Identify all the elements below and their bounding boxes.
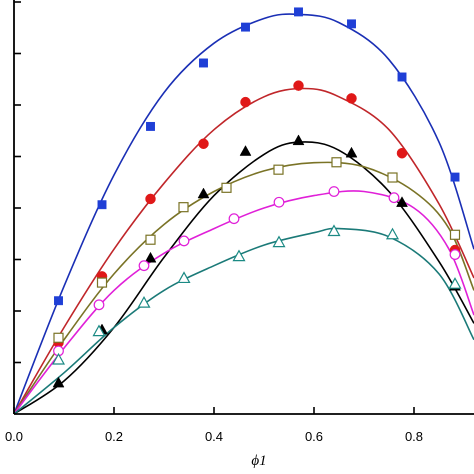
- data-point-series-3-1: [52, 376, 65, 388]
- fit-curve-2: [13, 87, 474, 415]
- data-point-series-2-4: [198, 138, 209, 149]
- data-point-series-6-7: [327, 224, 341, 237]
- data-point-series-6-9: [448, 277, 462, 289]
- fit-curve-1: [13, 13, 474, 415]
- data-point-series-2-6: [293, 80, 304, 91]
- fit-curve-3: [13, 141, 474, 415]
- data-point-series-3-5: [239, 145, 252, 156]
- data-point-series-4-3: [145, 234, 156, 245]
- data-point-series-2-5: [240, 96, 251, 108]
- data-point-series-4-9: [449, 229, 461, 240]
- data-point-series-5-7: [328, 186, 340, 197]
- x-tick-label: 0.2: [105, 429, 123, 444]
- data-point-series-5-3: [138, 260, 150, 272]
- axes: [13, 0, 474, 415]
- fit-curve-6: [13, 227, 474, 415]
- x-tick-label: 0.4: [205, 429, 223, 444]
- data-point-series-4-7: [331, 157, 342, 168]
- data-point-series-1-9: [450, 172, 460, 182]
- data-point-series-3-4: [197, 187, 210, 199]
- data-markers: [51, 7, 462, 388]
- data-point-series-2-3: [145, 193, 156, 205]
- data-point-series-4-4: [178, 202, 189, 213]
- x-tick-label: 0.6: [305, 429, 323, 444]
- data-point-series-1-3: [146, 121, 155, 131]
- data-point-series-1-4: [199, 58, 208, 68]
- x-tick-labels: 0.0 0.2 0.4 0.6 0.8: [5, 429, 423, 444]
- data-point-series-5-5: [228, 213, 240, 225]
- data-point-series-5-6: [273, 196, 285, 208]
- data-point-series-5-9: [449, 249, 461, 260]
- data-point-series-2-8: [396, 147, 408, 159]
- data-point-series-6-1: [51, 352, 66, 365]
- data-point-series-6-2: [92, 324, 106, 337]
- data-point-series-6-5: [232, 249, 246, 262]
- fit-curves: [13, 13, 474, 415]
- data-point-series-1-8: [397, 72, 407, 82]
- fit-curve-5: [13, 190, 474, 415]
- x-axis-label: ϕ1: [251, 453, 266, 469]
- x-tick-label: 0.0: [5, 429, 23, 444]
- data-point-series-1-1: [54, 296, 63, 306]
- data-point-series-4-2: [96, 277, 108, 288]
- data-point-series-6-8: [385, 227, 400, 240]
- fit-curve-4: [13, 161, 474, 415]
- data-point-series-5-2: [93, 299, 105, 311]
- data-point-series-2-7: [346, 93, 357, 104]
- data-point-series-4-1: [53, 332, 64, 343]
- data-point-series-5-8: [388, 192, 400, 204]
- data-point-series-4-6: [273, 164, 284, 175]
- data-point-series-6-3: [137, 296, 151, 308]
- data-point-series-6-6: [272, 235, 286, 248]
- data-point-series-1-7: [347, 19, 356, 29]
- data-point-series-3-3: [144, 251, 157, 263]
- data-point-series-5-4: [178, 235, 190, 247]
- data-point-series-3-6: [292, 134, 305, 146]
- data-point-series-3-8: [396, 196, 408, 207]
- x-tick-label: 0.8: [405, 429, 423, 444]
- data-point-series-1-2: [97, 200, 107, 210]
- data-point-series-3-7: [345, 146, 358, 158]
- data-point-series-4-5: [221, 182, 232, 193]
- data-point-series-6-4: [177, 271, 191, 284]
- data-point-series-4-8: [387, 172, 398, 183]
- data-point-series-1-5: [241, 22, 250, 32]
- data-point-series-1-6: [294, 7, 303, 17]
